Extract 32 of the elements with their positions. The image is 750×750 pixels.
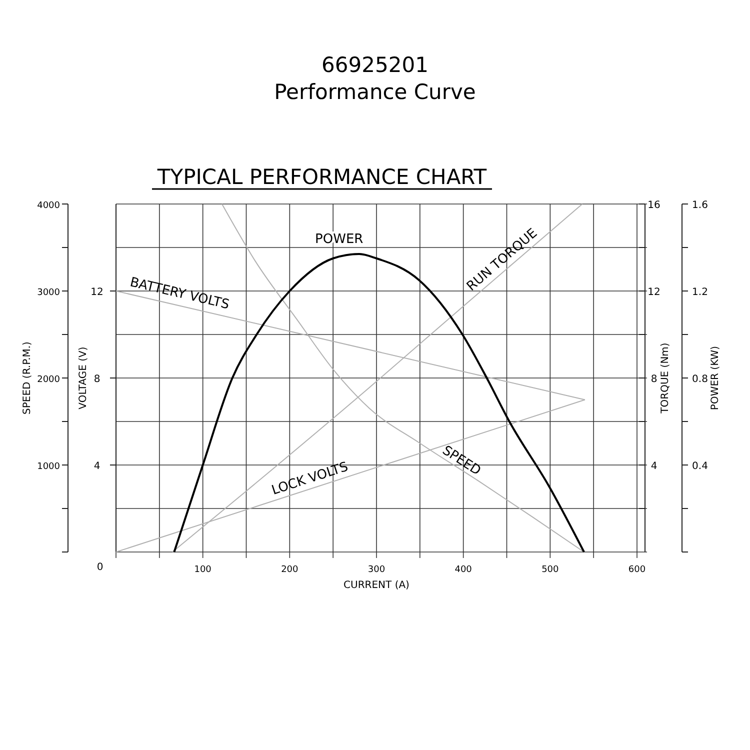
y-tick-label: 1000 — [37, 462, 60, 472]
x-tick-label: 200 — [281, 565, 299, 575]
y2-tick-label: 12 — [648, 287, 660, 298]
x-axis-title: CURRENT (A) — [344, 580, 410, 591]
chart-title: 66925201 — [322, 53, 428, 77]
text: LOCK VOLTS — [270, 460, 350, 498]
y2-tick-label: 8 — [650, 374, 658, 385]
x-tick-label: 100 — [194, 565, 212, 575]
y-tick-label: 3000 — [37, 288, 60, 298]
y-tick-label: 2000 — [37, 375, 60, 385]
y3-tick-label: 0.8 — [692, 374, 708, 385]
y-axis-title: SPEED (R.P.M.) — [22, 341, 33, 414]
text: TYPICAL PERFORMANCE CHART — [156, 165, 487, 189]
text: 8 — [94, 374, 100, 385]
y2-axis-title: TORQUE (Nm) — [660, 342, 671, 414]
y2-tick-label: 4 — [650, 461, 658, 472]
y2-tick-label: 16 — [648, 200, 660, 211]
x-tick-label: 500 — [542, 565, 560, 575]
text: 0 — [96, 562, 104, 573]
y-tick-label: 4000 — [37, 201, 60, 211]
chart-subtitle: Performance Curve — [274, 80, 476, 104]
text: 12 — [90, 287, 104, 298]
text: VOLTAGE (V) — [78, 346, 89, 410]
y3-axis-title: POWER (KW) — [710, 346, 721, 410]
text: 4 — [94, 461, 100, 472]
y3-tick-label: 0.4 — [692, 461, 708, 472]
x-tick-label: 600 — [628, 565, 646, 575]
y3-tick-label: 1.2 — [692, 287, 708, 298]
text: BATTERY VOLTS — [128, 275, 231, 313]
y3-tick-label: 1.6 — [692, 200, 708, 211]
x-tick-label: 300 — [368, 565, 386, 575]
x-tick-label: 400 — [454, 565, 472, 575]
